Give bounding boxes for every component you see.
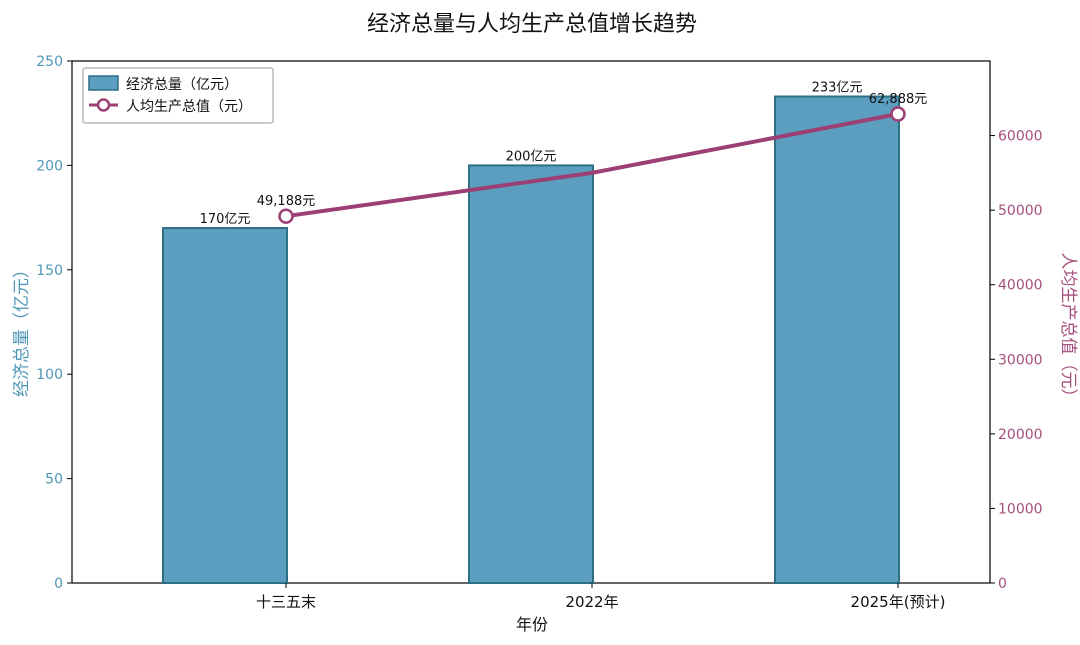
bar-value-label: 170亿元: [200, 212, 251, 227]
left-tick-label: 0: [54, 576, 63, 592]
line-path: [285, 112, 899, 219]
x-tick-label: 2025年(预计): [851, 593, 946, 611]
legend-line-label: 人均生产总值（元）: [126, 99, 252, 115]
x-axis-ticks: 十三五末 2022年 2025年(预计): [256, 583, 945, 611]
right-tick-label: 0: [998, 576, 1007, 592]
right-tick-label: 30000: [998, 352, 1043, 368]
left-axis-title: 经济总量（亿元）: [12, 261, 32, 397]
bar-value-label: 233亿元: [812, 80, 863, 95]
x-axis-title: 年份: [516, 615, 548, 634]
legend-line-marker: [96, 98, 111, 112]
legend: 经济总量（亿元） 人均生产总值（元）: [82, 67, 274, 124]
x-tick-label: 2022年: [565, 593, 618, 611]
line-value-label: 49,188元: [257, 194, 316, 209]
legend-box: [82, 67, 274, 124]
bar: [774, 95, 900, 584]
right-tick-label: 40000: [998, 278, 1043, 294]
left-tick-label: 200: [36, 158, 63, 174]
right-axis-title: 人均生产总值（元）: [1058, 253, 1078, 406]
line-marker: [278, 208, 294, 224]
right-tick-label: 20000: [998, 427, 1043, 443]
right-tick-label: 60000: [998, 129, 1043, 145]
bar: [468, 164, 594, 584]
bar-series: 170亿元 200亿元 233亿元: [162, 80, 900, 584]
chart-title: 经济总量与人均生产总值增长趋势: [367, 12, 697, 37]
bar: [162, 227, 288, 584]
left-axis-ticks: 0 50 100 150 200 250: [36, 54, 72, 592]
right-axis-ticks: 0 10000 20000 30000 40000 50000 60000: [990, 129, 1043, 592]
left-tick-label: 50: [45, 472, 63, 488]
x-tick-label: 十三五末: [256, 593, 316, 611]
line-series: 49,188元 62,888元: [257, 92, 928, 224]
left-tick-label: 100: [36, 367, 63, 383]
right-tick-label: 50000: [998, 203, 1043, 219]
legend-bar-label: 经济总量（亿元）: [126, 77, 238, 93]
right-tick-label: 10000: [998, 501, 1043, 517]
line-value-label: 62,888元: [869, 92, 928, 107]
line-marker: [890, 106, 906, 122]
left-tick-label: 250: [36, 54, 63, 70]
legend-bar-swatch: [88, 75, 119, 91]
bar-value-label: 200亿元: [506, 149, 557, 164]
left-tick-label: 150: [36, 263, 63, 279]
